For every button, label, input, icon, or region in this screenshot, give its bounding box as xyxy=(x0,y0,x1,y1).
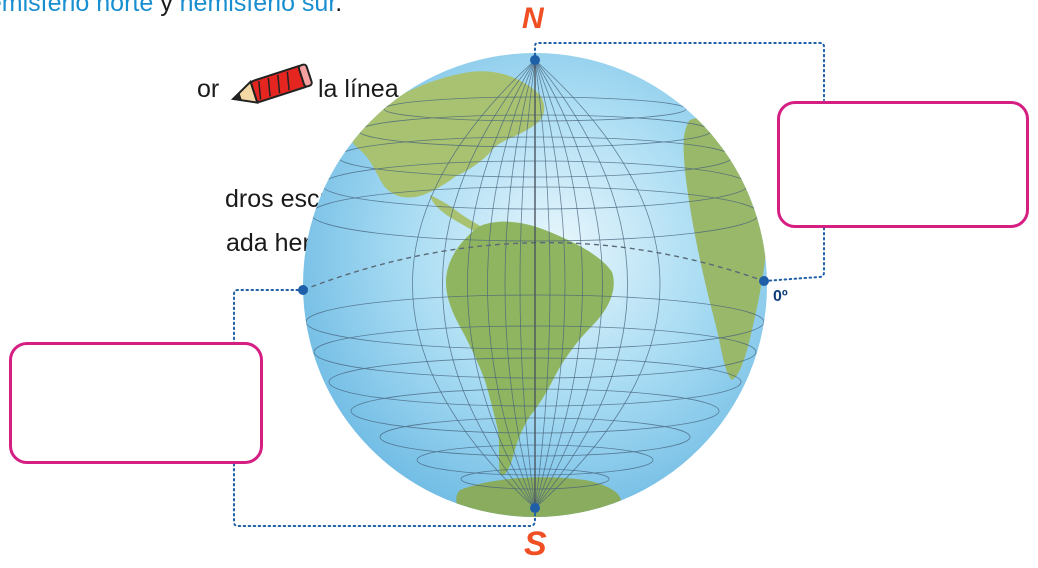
pencil-icon xyxy=(230,63,313,104)
leader-north-lower xyxy=(763,227,825,282)
north-label: N xyxy=(522,2,544,35)
south-label: S xyxy=(524,525,547,563)
term-hemisferio-norte: hemisferio norte xyxy=(0,0,154,17)
answer-box-north[interactable] xyxy=(777,101,1029,228)
instruction-line-1: hemisferio norte y hemisferio sur. xyxy=(0,0,342,18)
south-pole-point xyxy=(530,503,540,513)
land-central-america xyxy=(430,195,480,232)
leader-north xyxy=(534,42,825,101)
equator-point-west xyxy=(298,285,308,295)
equator-degree-label: 0º xyxy=(773,288,788,305)
equator-point-east xyxy=(759,276,769,286)
line1-period: . xyxy=(335,0,343,17)
land-south-america xyxy=(446,221,614,476)
term-hemisferio-sur: hemisferio sur xyxy=(179,0,336,17)
instruction-line-2a: or xyxy=(197,75,220,103)
instruction-line-2b: la línea xyxy=(318,75,399,103)
leader-south xyxy=(233,289,304,345)
equator-line xyxy=(302,241,765,291)
north-pole-point xyxy=(530,55,540,65)
leader-south-lower xyxy=(233,463,536,527)
answer-box-south[interactable] xyxy=(9,342,263,464)
connector-y: y xyxy=(153,0,180,17)
land-north-america xyxy=(350,71,545,198)
